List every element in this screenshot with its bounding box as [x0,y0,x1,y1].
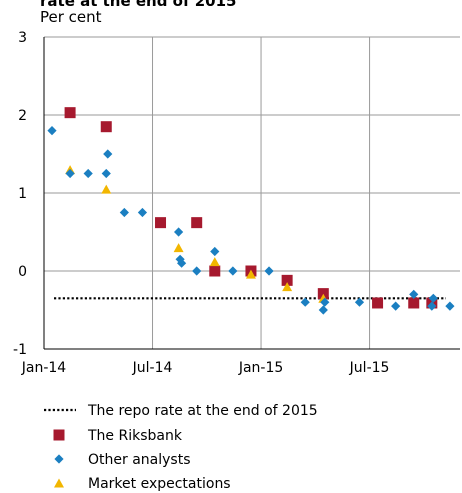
square-marker [281,274,293,286]
diamond-marker [428,293,438,303]
diamond-marker [175,254,185,264]
diamond-marker [210,246,220,257]
diamond-marker [103,149,113,159]
legend-label-repo-rate: The repo rate at the end of 2015 [87,403,318,419]
y-tick-label: -1 [13,342,27,358]
triangle-marker [245,269,256,279]
diamond-marker [47,126,57,136]
square-marker [100,121,112,133]
diamond-marker [409,289,419,299]
square-marker [209,265,221,277]
diamond-marker [354,297,365,307]
diamond-marker [83,168,93,179]
diamond-marker [101,168,111,179]
legend-label: The Riksbank [87,428,183,444]
x-tick-label: Jul-15 [349,360,390,376]
x-tick-label: Jul-14 [132,360,173,376]
axes: -1 0 1 2 3 Jan-14 Jul-14 Jan-15 Jul-15 [13,30,460,376]
legend-triangle-swatch [54,478,64,488]
y-axis-unit-label: Per cent [40,8,102,26]
square-marker [317,288,329,300]
diamond-marker [228,266,238,276]
diamond-marker [174,227,184,237]
square-marker [155,217,167,229]
diamond-marker [177,258,187,268]
diamond-marker [391,301,401,311]
legend: The repo rate at the end of 2015 The Riks… [44,403,318,492]
x-tick-label: Jan-15 [238,360,283,376]
legend-label: Other analysts [88,452,190,468]
diamond-marker [137,207,148,218]
x-tick-label: Jan-14 [21,360,67,376]
triangle-marker [209,257,220,267]
triangle-marker [101,184,112,194]
diamond-marker [300,297,310,307]
diamond-marker [318,305,328,315]
triangle-marker [173,243,184,253]
diamond-marker [445,301,455,311]
diamond-marker [427,301,437,311]
diamond-marker [65,168,75,179]
triangle-marker [282,282,293,292]
diamond-marker [264,266,274,276]
legend-square-swatch [53,429,65,441]
square-marker [372,297,384,309]
y-tick-label: 0 [18,264,27,280]
legend-diamond-swatch [54,454,64,464]
diamond-marker [192,266,202,276]
square-marker [64,107,76,119]
y-tick-label: 3 [18,30,27,46]
y-tick-label: 1 [18,186,27,202]
data-points [47,107,455,315]
diamond-marker [320,297,330,307]
square-marker [408,297,420,309]
chart-title: rate at the end of 2015 [40,0,237,10]
square-marker [191,217,203,229]
legend-label: Market expectations [88,476,231,492]
diamond-marker [119,207,129,218]
y-tick-label: 2 [18,108,27,124]
